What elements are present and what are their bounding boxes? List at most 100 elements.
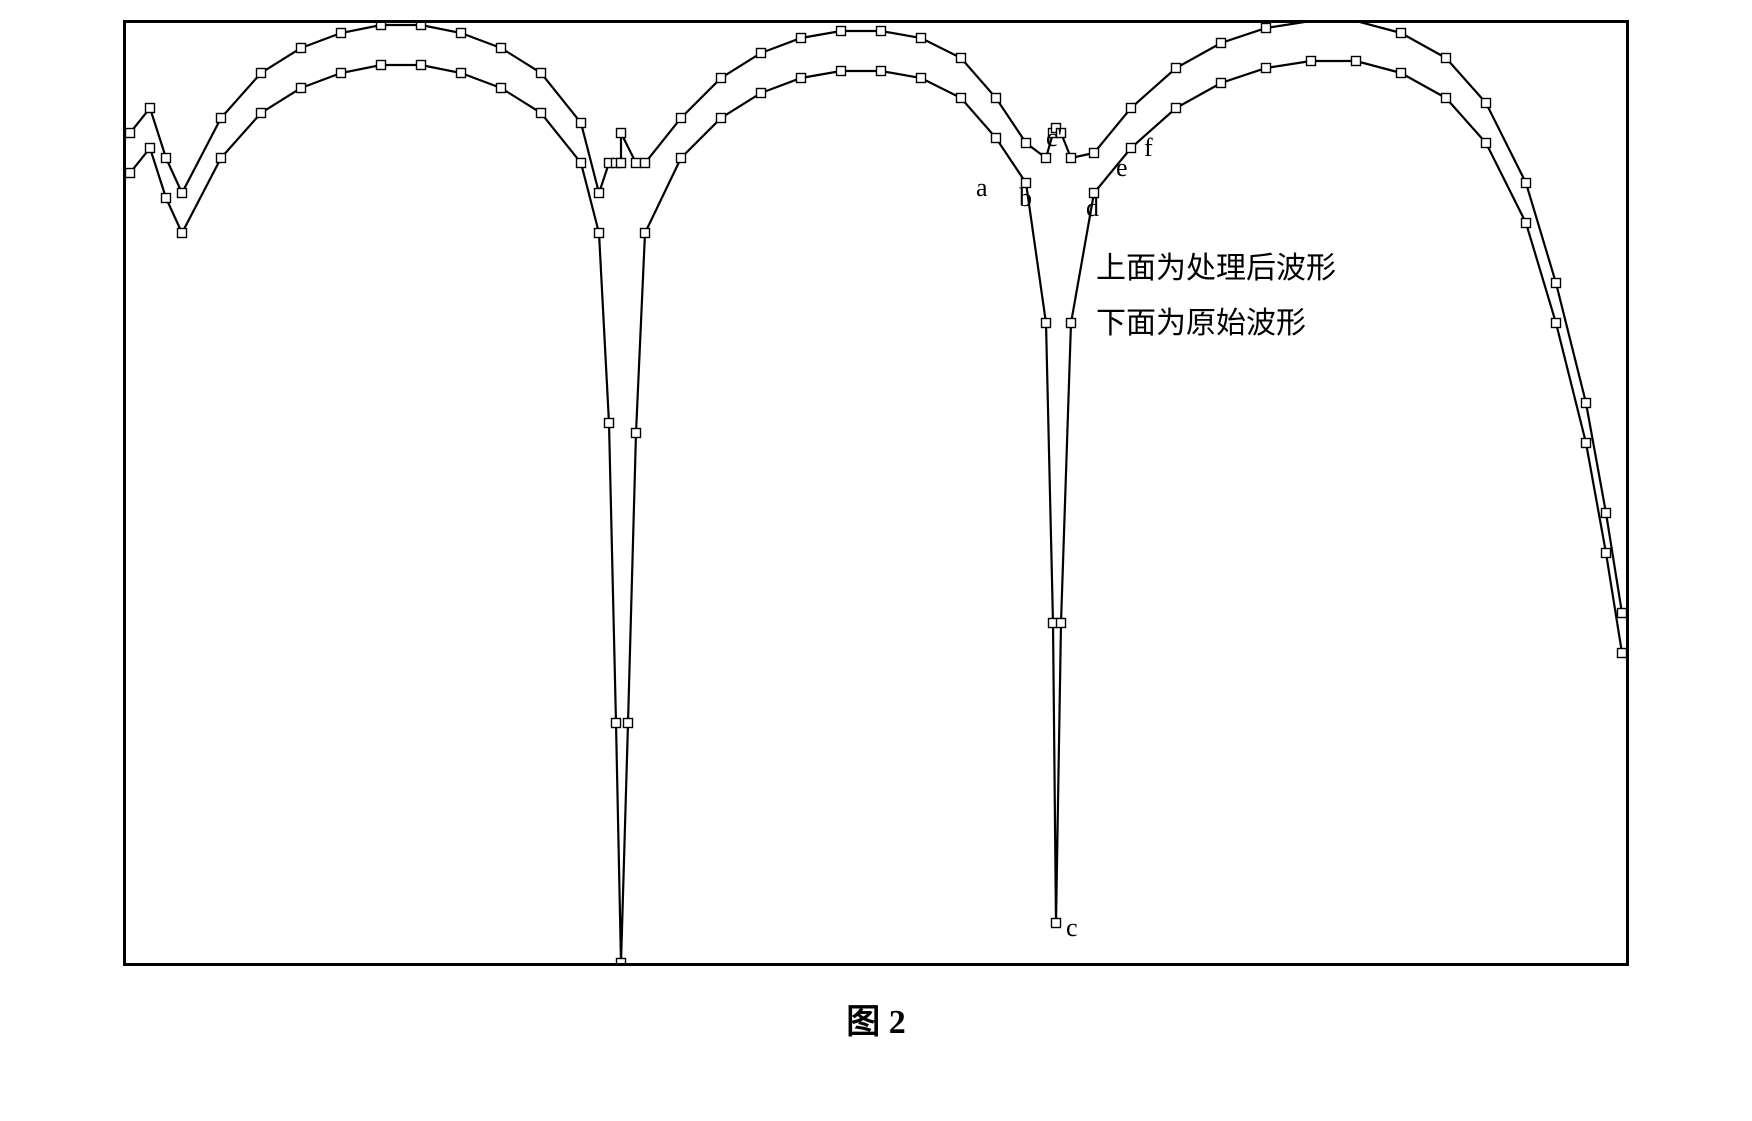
- data-marker: [1552, 279, 1561, 288]
- data-marker: [1552, 319, 1561, 328]
- data-marker: [1172, 104, 1181, 113]
- data-marker: [677, 114, 686, 123]
- data-marker: [917, 74, 926, 83]
- data-marker: [457, 29, 466, 38]
- data-marker: [717, 114, 726, 123]
- point-label-e: e: [1116, 153, 1128, 183]
- data-marker: [126, 169, 135, 178]
- data-marker: [337, 29, 346, 38]
- data-marker: [1022, 139, 1031, 148]
- data-marker: [1057, 619, 1066, 628]
- data-marker: [497, 44, 506, 53]
- data-marker: [377, 23, 386, 30]
- chart-frame: 上面为处理后波形下面为原始波形 abc'cdef: [123, 20, 1629, 966]
- data-marker: [417, 23, 426, 30]
- data-marker: [1090, 149, 1099, 158]
- data-marker: [297, 44, 306, 53]
- data-marker: [417, 61, 426, 70]
- point-label-b: b: [1019, 183, 1032, 213]
- data-marker: [992, 134, 1001, 143]
- data-marker: [595, 229, 604, 238]
- data-marker: [1127, 144, 1136, 153]
- data-marker: [377, 61, 386, 70]
- data-marker: [297, 84, 306, 93]
- waveform-line: [130, 61, 1622, 963]
- data-marker: [605, 419, 614, 428]
- data-marker: [1052, 919, 1061, 928]
- data-marker: [717, 74, 726, 83]
- data-marker: [617, 129, 626, 138]
- data-marker: [178, 189, 187, 198]
- data-marker: [217, 154, 226, 163]
- data-marker: [837, 27, 846, 36]
- data-marker: [257, 109, 266, 118]
- data-marker: [641, 159, 650, 168]
- point-label-c: c: [1066, 913, 1078, 943]
- data-marker: [1442, 94, 1451, 103]
- data-marker: [612, 719, 621, 728]
- data-marker: [641, 229, 650, 238]
- data-marker: [126, 129, 135, 138]
- point-label-a: a: [976, 173, 988, 203]
- data-marker: [1262, 64, 1271, 73]
- point-label-f: f: [1144, 133, 1153, 163]
- data-marker: [537, 109, 546, 118]
- data-marker: [457, 69, 466, 78]
- data-marker: [1618, 649, 1627, 658]
- data-marker: [162, 194, 171, 203]
- point-label-d: d: [1086, 193, 1099, 223]
- legend-raw: 下面为原始波形: [1096, 298, 1306, 342]
- data-marker: [1602, 509, 1611, 518]
- data-marker: [217, 114, 226, 123]
- data-marker: [797, 74, 806, 83]
- data-marker: [1522, 219, 1531, 228]
- data-marker: [677, 154, 686, 163]
- data-marker: [1042, 154, 1051, 163]
- data-marker: [1397, 69, 1406, 78]
- data-marker: [1352, 57, 1361, 66]
- data-marker: [1582, 399, 1591, 408]
- data-marker: [577, 159, 586, 168]
- data-marker: [1067, 154, 1076, 163]
- data-marker: [1067, 319, 1076, 328]
- data-marker: [957, 94, 966, 103]
- data-marker: [1482, 139, 1491, 148]
- data-marker: [1482, 99, 1491, 108]
- figure-caption: 图 2: [20, 994, 1732, 1043]
- waveform-chart: [126, 23, 1626, 963]
- data-marker: [257, 69, 266, 78]
- data-marker: [1217, 39, 1226, 48]
- waveform-line: [130, 23, 1622, 613]
- data-marker: [497, 84, 506, 93]
- data-marker: [577, 119, 586, 128]
- data-marker: [632, 429, 641, 438]
- data-marker: [1307, 57, 1316, 66]
- data-marker: [1172, 64, 1181, 73]
- data-marker: [146, 144, 155, 153]
- data-marker: [617, 959, 626, 964]
- data-marker: [917, 34, 926, 43]
- data-marker: [624, 719, 633, 728]
- data-marker: [1602, 549, 1611, 558]
- data-marker: [877, 27, 886, 36]
- data-marker: [1397, 29, 1406, 38]
- data-marker: [1442, 54, 1451, 63]
- data-marker: [1262, 24, 1271, 33]
- data-marker: [877, 67, 886, 76]
- data-marker: [1582, 439, 1591, 448]
- data-marker: [162, 154, 171, 163]
- data-marker: [837, 67, 846, 76]
- data-marker: [992, 94, 1001, 103]
- data-marker: [178, 229, 187, 238]
- data-marker: [957, 54, 966, 63]
- data-marker: [1127, 104, 1136, 113]
- data-marker: [537, 69, 546, 78]
- data-marker: [757, 89, 766, 98]
- data-marker: [337, 69, 346, 78]
- data-marker: [595, 189, 604, 198]
- data-marker: [1217, 79, 1226, 88]
- data-marker: [797, 34, 806, 43]
- data-marker: [1042, 319, 1051, 328]
- data-marker: [1618, 609, 1627, 618]
- data-marker: [757, 49, 766, 58]
